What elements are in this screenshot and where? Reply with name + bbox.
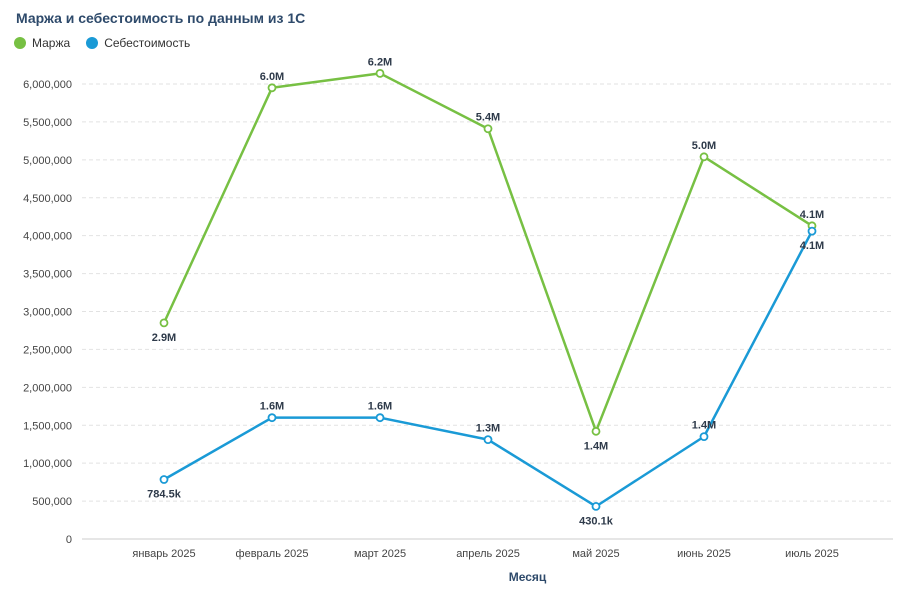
y-tick-label: 1,500,000 (23, 420, 72, 432)
data-point (699, 432, 709, 442)
y-tick-label: 1,000,000 (23, 458, 72, 470)
chart-legend: Маржа Себестоимость (14, 36, 190, 50)
y-tick-label: 3,500,000 (23, 269, 72, 281)
y-tick-label: 2,000,000 (23, 382, 72, 394)
data-labels: 2.9M 6.0M 6.2M 5.4M 1.4M 5.0M 4.1M 784.5k 1.6M 1.… (147, 56, 824, 527)
x-tick-label: май 2025 (572, 548, 619, 560)
legend-item-cost[interactable]: Себестоимость (86, 36, 190, 50)
chart-title: Маржа и себестоимость по данным из 1С (16, 10, 306, 26)
x-tick-label: июнь 2025 (677, 548, 731, 560)
x-tick-label: февраль 2025 (236, 548, 309, 560)
data-point (483, 435, 493, 445)
x-tick-label: апрель 2025 (456, 548, 520, 560)
data-label: 1.4M (692, 420, 716, 432)
data-point (591, 426, 601, 436)
x-tick-label: январь 2025 (132, 548, 195, 560)
y-tick-label: 3,000,000 (23, 307, 72, 319)
y-tick-label: 0 (66, 534, 72, 546)
data-label: 6.0M (260, 71, 284, 83)
legend-item-margin[interactable]: Маржа (14, 36, 70, 50)
legend-label-cost: Себестоимость (104, 36, 191, 50)
grid-lines (82, 83, 893, 502)
data-point (267, 83, 277, 93)
y-tick-label: 5,000,000 (23, 155, 72, 167)
data-label: 1.6M (368, 401, 392, 413)
legend-label-margin: Маржа (32, 36, 71, 50)
y-tick-label: 500,000 (32, 496, 72, 508)
legend-marker-cost (86, 37, 99, 49)
y-tick-label: 4,000,000 (23, 231, 72, 243)
data-label: 4.1M (800, 240, 824, 252)
x-tick-label: июль 2025 (785, 548, 839, 560)
series-group (159, 68, 817, 511)
x-axis: январь 2025 февраль 2025 март 2025 апрель 2… (82, 538, 893, 560)
data-label: 784.5k (147, 489, 182, 501)
data-label: 1.3M (476, 423, 500, 435)
y-tick-label: 5,500,000 (23, 117, 72, 129)
data-point (591, 501, 601, 511)
y-tick-label: 6,000,000 (23, 79, 72, 91)
data-point (267, 413, 277, 423)
data-point (159, 318, 169, 328)
data-label: 1.6M (260, 401, 284, 413)
y-tick-label: 4,500,000 (23, 193, 72, 205)
data-point (159, 475, 169, 484)
data-label: 430.1k (579, 515, 614, 527)
x-tick-label: март 2025 (354, 548, 406, 560)
series-line (163, 230, 814, 508)
legend-marker-margin (14, 37, 26, 49)
y-tick-label: 2,500,000 (23, 344, 72, 356)
x-axis-title: Месяц (509, 570, 547, 584)
data-point (807, 226, 817, 236)
data-label: 2.9M (152, 332, 176, 344)
data-point (699, 152, 709, 162)
data-label: 5.4M (476, 112, 500, 124)
data-point (375, 413, 385, 423)
data-label: 6.2M (368, 56, 392, 68)
y-axis: 0 500,000 1,000,000 1,500,000 2,000,000 2,500… (23, 79, 72, 546)
data-point (375, 68, 385, 78)
data-point (483, 124, 493, 134)
data-label: 4.1M (800, 209, 824, 221)
data-label: 5.0M (692, 140, 716, 152)
data-label: 1.4M (584, 440, 608, 452)
